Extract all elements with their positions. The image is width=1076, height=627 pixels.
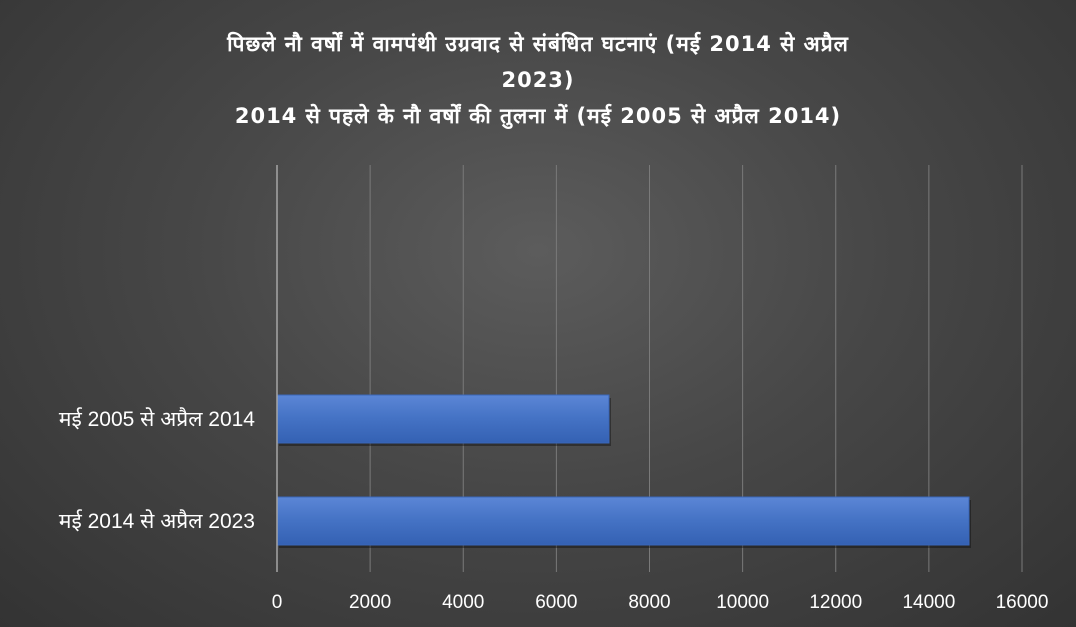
x-tick-label-14000: 14000 <box>902 592 955 613</box>
x-tick-label-16000: 16000 <box>996 592 1049 613</box>
bars <box>276 394 972 548</box>
chart-title-line-1: पिछले नौ वर्षों में वामपंथी उग्रवाद से स… <box>227 32 849 56</box>
category-label-1: मई 2014 से अप्रैल 2023 <box>59 509 255 533</box>
x-tick-label-2000: 2000 <box>349 592 391 613</box>
bar-0 <box>276 394 610 444</box>
axis-labels: 0 2000 4000 6000 8000 10000 12000 14000 16000 मई … <box>59 407 1049 613</box>
x-tick-label-0: 0 <box>272 592 283 613</box>
x-tick-label-4000: 4000 <box>442 592 484 613</box>
bar-1 <box>276 496 970 546</box>
x-tick-label-6000: 6000 <box>535 592 577 613</box>
chart-title: पिछले नौ वर्षों में वामपंथी उग्रवाद से स… <box>110 26 966 134</box>
x-tick-label-12000: 12000 <box>809 592 862 613</box>
chart-title-line-3: 2014 से पहले के नौ वर्षों की तुलना में (… <box>234 104 842 128</box>
category-label-0: मई 2005 से अप्रैल 2014 <box>59 407 255 431</box>
x-tick-label-8000: 8000 <box>628 592 670 613</box>
x-tick-label-10000: 10000 <box>716 592 769 613</box>
chart-title-line-2: 2023) <box>501 68 575 92</box>
